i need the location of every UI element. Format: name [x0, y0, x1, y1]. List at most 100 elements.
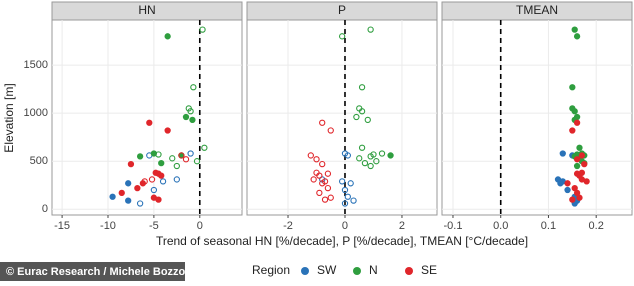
point: [358, 144, 366, 151]
legend-label: SE: [421, 263, 437, 277]
point: [356, 155, 363, 162]
point: [559, 150, 566, 157]
y-axis-label: Elevation [m]: [2, 83, 16, 152]
point: [321, 196, 329, 203]
point: [201, 144, 208, 151]
point: [187, 108, 194, 115]
point: [571, 184, 578, 192]
point: [576, 144, 583, 151]
point: [150, 186, 158, 194]
point: [136, 153, 144, 160]
point: [344, 152, 351, 159]
point: [173, 162, 180, 170]
point: [127, 160, 135, 168]
point: [581, 160, 588, 168]
legend-marker: [353, 267, 361, 275]
point: [576, 194, 583, 201]
point: [158, 159, 165, 167]
point: [571, 26, 578, 33]
credit-box: [0, 262, 185, 281]
point: [199, 26, 206, 33]
point: [578, 152, 586, 159]
point: [316, 172, 323, 179]
x-tick-label: 0.1: [541, 220, 556, 232]
point: [387, 152, 394, 159]
point: [136, 200, 144, 207]
strip: [246, 1, 438, 21]
x-tick-label: -2: [283, 220, 293, 232]
y-tick-label: 1500: [24, 59, 48, 71]
point: [189, 116, 196, 124]
point: [155, 151, 162, 158]
x-tick-label: -0.1: [443, 220, 462, 232]
point: [573, 162, 581, 170]
point: [367, 162, 374, 170]
point: [583, 178, 590, 185]
legend-title: Region: [252, 263, 290, 277]
point: [564, 186, 571, 194]
point: [313, 156, 320, 163]
point: [564, 180, 571, 187]
point: [364, 116, 371, 124]
point: [134, 184, 141, 192]
point: [338, 33, 346, 40]
point: [164, 33, 171, 40]
point: [571, 108, 578, 115]
point: [350, 197, 357, 204]
point: [327, 127, 334, 134]
point: [310, 176, 317, 183]
x-tick-label: 0: [197, 220, 203, 232]
y-tick-label: 500: [30, 155, 48, 167]
x-tick-label: 0.0: [493, 220, 508, 232]
x-tick-label: -10: [100, 220, 116, 232]
point: [347, 180, 354, 187]
x-tick-label: 0: [342, 220, 348, 232]
panel: [51, 19, 243, 216]
legend-marker: [405, 267, 413, 275]
point: [319, 160, 326, 168]
point: [173, 176, 180, 183]
panel: [246, 19, 438, 216]
x-axis-label: Trend of seasonal HN [%/decade], P [%/de…: [156, 234, 528, 248]
x-tick-label: 2: [399, 220, 405, 232]
point: [324, 170, 332, 177]
point: [569, 84, 576, 91]
point: [367, 153, 374, 160]
point: [125, 197, 132, 204]
point: [319, 119, 326, 126]
panel-title: HN: [138, 3, 155, 17]
point: [324, 184, 332, 192]
point: [573, 119, 581, 126]
panel-title: TMEAN: [516, 3, 558, 17]
point: [148, 176, 156, 183]
point: [338, 178, 346, 185]
point: [327, 194, 334, 201]
x-tick-label: 0.2: [589, 220, 604, 232]
point: [125, 180, 132, 187]
x-tick-label: -15: [54, 220, 70, 232]
point: [573, 156, 581, 163]
point: [155, 196, 162, 203]
point: [367, 26, 374, 33]
point: [139, 180, 147, 187]
point: [361, 159, 369, 167]
legend-label: N: [369, 263, 378, 277]
credit: © Eurac Research / Michele Bozzoli: [6, 266, 191, 278]
point: [378, 150, 386, 157]
point: [158, 172, 165, 179]
y-tick-label: 1000: [24, 107, 48, 119]
point: [190, 84, 197, 91]
point: [344, 193, 351, 200]
point: [569, 127, 576, 134]
point: [373, 158, 380, 165]
point: [557, 180, 564, 187]
point: [182, 156, 190, 163]
strip: [441, 1, 633, 21]
point: [341, 200, 349, 207]
point: [182, 113, 190, 121]
x-tick-label: -5: [149, 220, 159, 232]
point: [146, 119, 153, 126]
point: [569, 196, 576, 203]
point: [118, 189, 125, 197]
